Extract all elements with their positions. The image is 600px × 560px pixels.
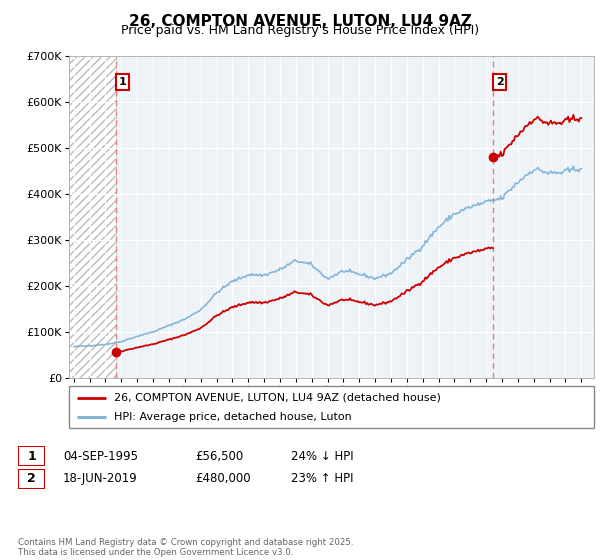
Text: 26, COMPTON AVENUE, LUTON, LU4 9AZ: 26, COMPTON AVENUE, LUTON, LU4 9AZ (128, 14, 472, 29)
Text: 24% ↓ HPI: 24% ↓ HPI (291, 450, 353, 463)
Text: Contains HM Land Registry data © Crown copyright and database right 2025.
This d: Contains HM Land Registry data © Crown c… (18, 538, 353, 557)
FancyBboxPatch shape (18, 446, 45, 466)
Text: 23% ↑ HPI: 23% ↑ HPI (291, 472, 353, 486)
Text: Price paid vs. HM Land Registry's House Price Index (HPI): Price paid vs. HM Land Registry's House … (121, 24, 479, 37)
Text: 26, COMPTON AVENUE, LUTON, LU4 9AZ (detached house): 26, COMPTON AVENUE, LUTON, LU4 9AZ (deta… (113, 393, 440, 403)
Text: 2: 2 (496, 77, 503, 87)
Text: 18-JUN-2019: 18-JUN-2019 (63, 472, 138, 486)
Text: 2: 2 (27, 472, 36, 486)
Text: 04-SEP-1995: 04-SEP-1995 (63, 450, 138, 463)
FancyBboxPatch shape (69, 386, 594, 428)
Text: HPI: Average price, detached house, Luton: HPI: Average price, detached house, Luto… (113, 412, 352, 422)
Text: 1: 1 (27, 450, 36, 463)
Text: 1: 1 (119, 77, 127, 87)
Text: £480,000: £480,000 (195, 472, 251, 486)
FancyBboxPatch shape (18, 469, 45, 489)
Text: £56,500: £56,500 (195, 450, 243, 463)
